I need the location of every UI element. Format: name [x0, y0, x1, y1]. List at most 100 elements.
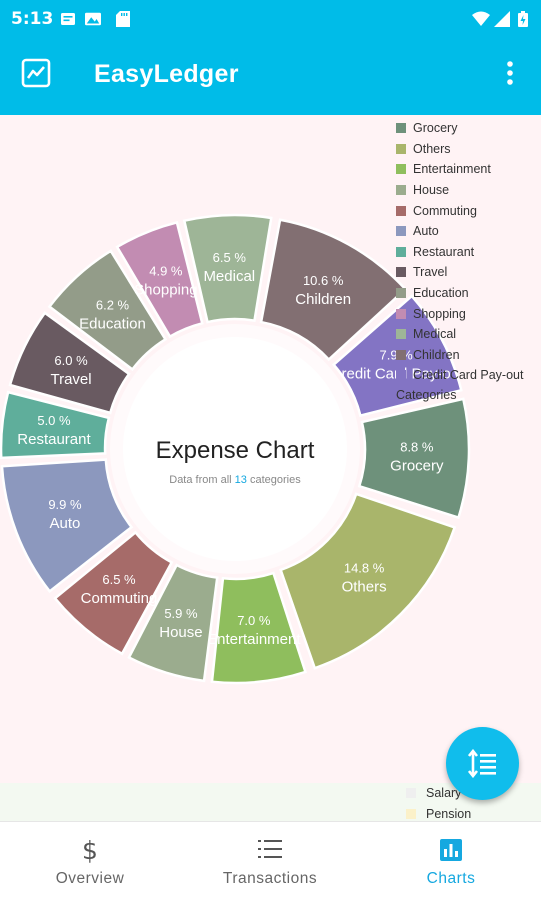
battery-icon — [518, 11, 528, 27]
pie-slice-grocery[interactable] — [357, 397, 471, 520]
pie-slice-value-label: 5.9 % — [164, 606, 198, 621]
legend-item-children: Children — [396, 345, 523, 366]
subtitle-prefix: Data from all — [169, 474, 234, 486]
legend-swatch — [406, 788, 416, 798]
dollar-icon: $ — [82, 837, 98, 863]
more-options-icon[interactable] — [500, 58, 520, 88]
legend-swatch — [396, 267, 406, 278]
legend-swatch — [396, 308, 406, 319]
nav-transactions[interactable]: Transactions — [180, 822, 360, 901]
signal-icon — [494, 11, 510, 27]
pie-slice-value-label: 4.9 % — [149, 264, 183, 279]
legend-item-pension: Pension — [406, 807, 471, 821]
pie-slice-auto[interactable] — [0, 458, 134, 594]
pie-slice-value-label: 6.0 % — [54, 353, 88, 368]
sort-fab-button[interactable] — [446, 727, 519, 800]
pie-slice-education[interactable] — [47, 249, 168, 372]
pie-slice-value-label: 6.5 % — [102, 572, 136, 587]
legend-swatch — [396, 246, 406, 257]
status-time: 5:13 — [11, 9, 54, 29]
legend-item-shopping: Shopping — [396, 303, 523, 324]
chart-center-subtitle: Data from all 13 categories — [169, 474, 301, 486]
legend-item-travel: Travel — [396, 262, 523, 283]
pie-slice-shopping[interactable] — [115, 220, 204, 339]
expense-chart-area[interactable]: 8.8 % Grocery 14.8 % Others 7.0 % Entertainme… — [0, 115, 541, 783]
pie-slice-value-label: 5.0 % — [37, 413, 71, 428]
pie-slice-value-label: 7.0 % — [237, 613, 271, 628]
pie-slice-category-label: Grocery — [390, 457, 444, 474]
legend-swatch — [396, 370, 406, 381]
pie-slice-category-label: Auto — [50, 515, 81, 532]
legend-swatch — [396, 226, 406, 237]
chart-center-title: Expense Chart — [156, 437, 315, 464]
legend-item-medical: Medical — [396, 324, 523, 345]
legend-swatch — [396, 205, 406, 216]
legend-label: Children — [413, 347, 460, 362]
trend-chart-icon[interactable] — [21, 58, 51, 88]
wifi-icon — [472, 11, 490, 26]
pie-slice-category-label: Education — [79, 315, 146, 332]
legend-swatch — [396, 349, 406, 360]
legend-label: House — [413, 183, 450, 198]
legend-label: Grocery — [413, 121, 458, 136]
numbered-list-icon — [258, 840, 282, 858]
legend-label: Commuting — [413, 203, 477, 218]
nav-overview-label: Overview — [55, 870, 125, 887]
pie-slice-value-label: 14.8 % — [344, 560, 385, 575]
legend-label: Medical — [413, 327, 457, 342]
svg-text:$: $ — [82, 837, 98, 863]
sd-card-icon — [116, 11, 130, 27]
legend-label: Salary — [426, 786, 462, 800]
pie-slice-travel[interactable] — [8, 311, 131, 415]
pie-slice-commuting[interactable] — [53, 530, 174, 656]
legend-item-credit-card-pay-out: Credit Card Pay-out — [396, 365, 523, 386]
pie-slice-category-label: Shopping — [134, 282, 197, 299]
legend-item-house: House — [396, 180, 523, 201]
income-legend: Salary Pension — [0, 783, 541, 821]
nav-overview[interactable]: $ Overview — [0, 822, 180, 901]
legend-swatch — [406, 809, 416, 819]
legend-label: Pension — [426, 807, 472, 821]
pie-slice-others[interactable] — [279, 492, 457, 670]
expense-donut-chart[interactable]: 8.8 % Grocery 14.8 % Others 7.0 % Entertainme… — [0, 115, 541, 783]
legend-item-salary: Salary — [406, 786, 461, 800]
legend-swatch — [396, 143, 406, 154]
notification-image-icon — [85, 12, 101, 26]
legend-item-education: Education — [396, 283, 523, 304]
pie-slice-category-label: House — [159, 624, 202, 641]
pie-slice-category-label: Restaurant — [17, 431, 91, 448]
pie-slice-restaurant[interactable] — [0, 390, 111, 460]
legend-item-grocery: Grocery — [396, 118, 523, 139]
subtitle-suffix: categories — [247, 474, 301, 486]
donut-hole — [123, 337, 347, 561]
legend-item-restaurant: Restaurant — [396, 242, 523, 263]
pie-slice-value-label: 6.5 % — [213, 250, 247, 265]
legend-item-entertainment: Entertainment — [396, 159, 523, 180]
pie-slice-house[interactable] — [127, 563, 219, 683]
pie-slice-value-label: 8.8 % — [400, 439, 434, 454]
legend-swatch — [396, 123, 406, 134]
app-bar: EasyLedger — [0, 40, 541, 115]
legend-label: Education — [413, 286, 469, 301]
legend-swatch — [396, 288, 406, 299]
subtitle-count: 13 — [235, 474, 247, 486]
sort-list-icon — [468, 749, 496, 778]
legend-label: Credit Card Pay-out — [413, 368, 524, 383]
legend-swatch — [396, 164, 406, 175]
bottom-navigation: $ Overview Transactions Charts — [0, 821, 541, 901]
legend-swatch — [396, 329, 406, 340]
pie-slice-entertainment[interactable] — [210, 571, 308, 685]
pie-slice-category-label: Others — [342, 578, 387, 595]
legend-item-commuting: Commuting — [396, 200, 523, 221]
pie-slice-value-label: 10.6 % — [303, 273, 344, 288]
pie-slice-category-label: Entertainment — [207, 631, 301, 648]
nav-transactions-label: Transactions — [222, 870, 318, 887]
pie-slice-category-label: Medical — [203, 268, 255, 285]
chart-legend: Grocery Others Entertainment House Commuting… — [396, 118, 523, 402]
legend-item-auto: Auto — [396, 221, 523, 242]
nav-charts[interactable]: Charts — [361, 822, 541, 901]
legend-label: Travel — [413, 265, 448, 280]
pie-slice-category-label: Travel — [50, 371, 91, 388]
pie-slice-medical[interactable] — [182, 213, 273, 324]
bar-chart-icon — [440, 839, 462, 861]
